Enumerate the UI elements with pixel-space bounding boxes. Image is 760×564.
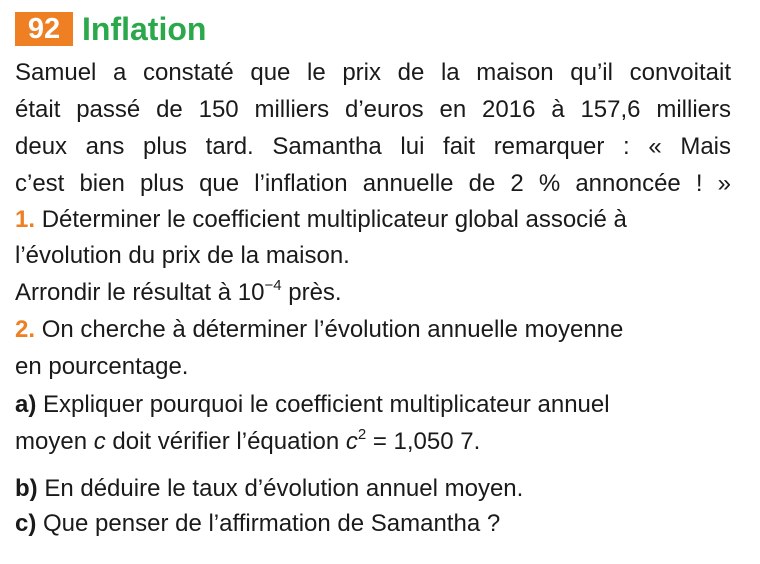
text: doit vérifier l’équation [105, 428, 346, 455]
question-label: c) [15, 510, 37, 537]
exercise-number-badge: 92 [15, 12, 73, 46]
text: = 1,050 7. [366, 428, 481, 455]
question-text: En déduire le taux d’évolution annuel mo… [44, 475, 524, 502]
exercise-title: Inflation [82, 11, 207, 47]
question-1: 1. Déterminer le coefficient multiplicat… [15, 204, 743, 236]
exponent: −4 [264, 277, 282, 294]
question-label: b) [15, 475, 38, 502]
exponent: 2 [357, 426, 367, 443]
question-text: On cherche à déterminer l’évolution annu… [41, 316, 624, 343]
question-number: 2. [15, 316, 36, 343]
question-text: Expliquer pourquoi le coefficient multip… [43, 391, 610, 418]
question-2: 2. On cherche à déterminer l’évolution a… [15, 314, 731, 346]
text: près. [281, 279, 342, 306]
intro-line: Samuel a constaté que le prix de la mais… [15, 59, 731, 86]
question-1-line: Arrondir le résultat à 10−4 près. [15, 277, 731, 309]
intro-line: était passé de 150 milliers d’euros en 2… [15, 96, 731, 123]
question-a-line: moyen c doit vérifier l’équation c2 = 1,… [15, 426, 731, 458]
question-b: b) En déduire le taux d’évolution annuel… [15, 473, 731, 505]
text: moyen [15, 428, 94, 455]
intro-line: c’est bien plus que l’inflation annuelle… [15, 170, 731, 197]
question-text: Déterminer le coefficient multiplicateur… [41, 206, 627, 233]
question-c: c) Que penser de l’affirmation de Samant… [15, 508, 731, 540]
question-text: Que penser de l’affirmation de Samantha … [43, 510, 501, 537]
intro-line: deux ans plus tard. Samantha lui fait re… [15, 133, 731, 160]
variable: c [93, 428, 106, 455]
question-label: a) [15, 391, 37, 418]
variable: c [345, 428, 358, 455]
question-a: a) Expliquer pourquoi le coefficient mul… [15, 389, 731, 421]
question-2-line: en pourcentage. [15, 353, 189, 380]
text: Arrondir le résultat à 10 [15, 279, 265, 306]
question-number: 1. [15, 206, 36, 233]
question-1-line: l’évolution du prix de la maison. [15, 242, 350, 269]
